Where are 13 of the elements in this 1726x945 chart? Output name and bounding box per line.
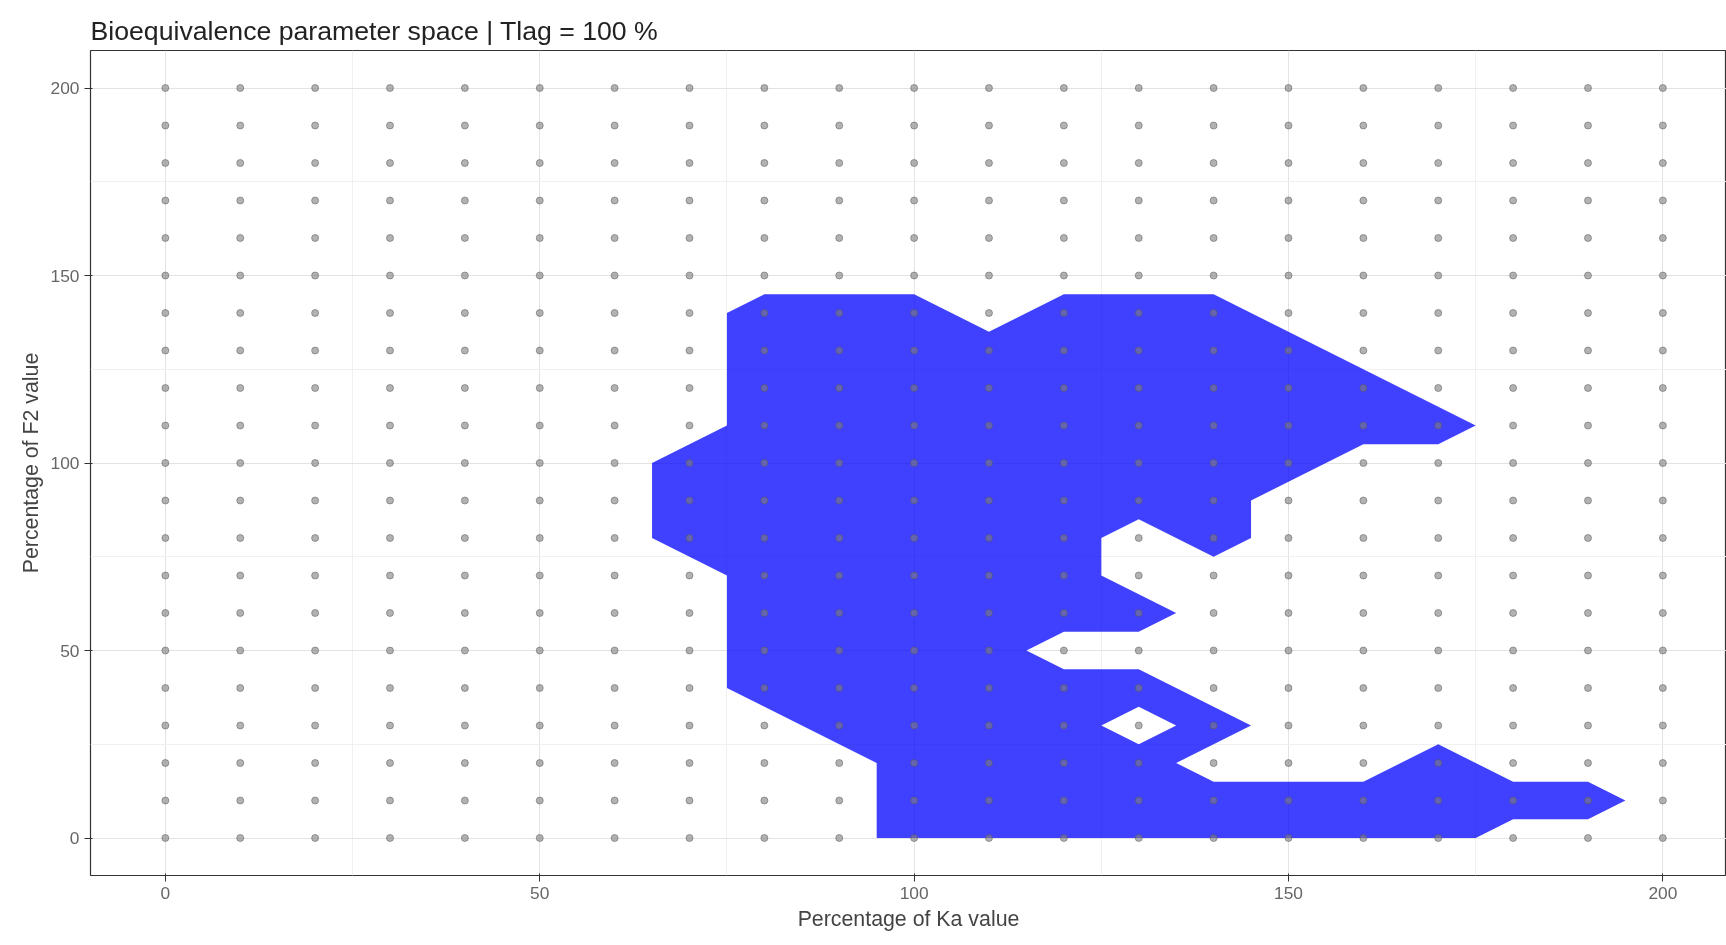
x-tick-label: 100 [899,882,929,903]
y-axis-title: Percentage of F2 value [18,352,43,574]
y-tick-label: 100 [50,453,80,473]
y-tick-label: 150 [50,265,80,286]
y-tick-label: 0 [69,828,80,848]
chart-title: Bioequivalence parameter space | Tlag = 100 % [90,15,658,46]
y-tick-label: 50 [60,640,80,661]
x-tick-label: 0 [160,882,171,903]
x-tick-label: 50 [530,882,550,903]
y-tick-label: 200 [50,78,80,98]
x-axis-title: Percentage of Ka value [797,906,1020,931]
x-tick-label: 150 [1274,882,1303,903]
x-tick-label: 200 [1648,882,1678,903]
